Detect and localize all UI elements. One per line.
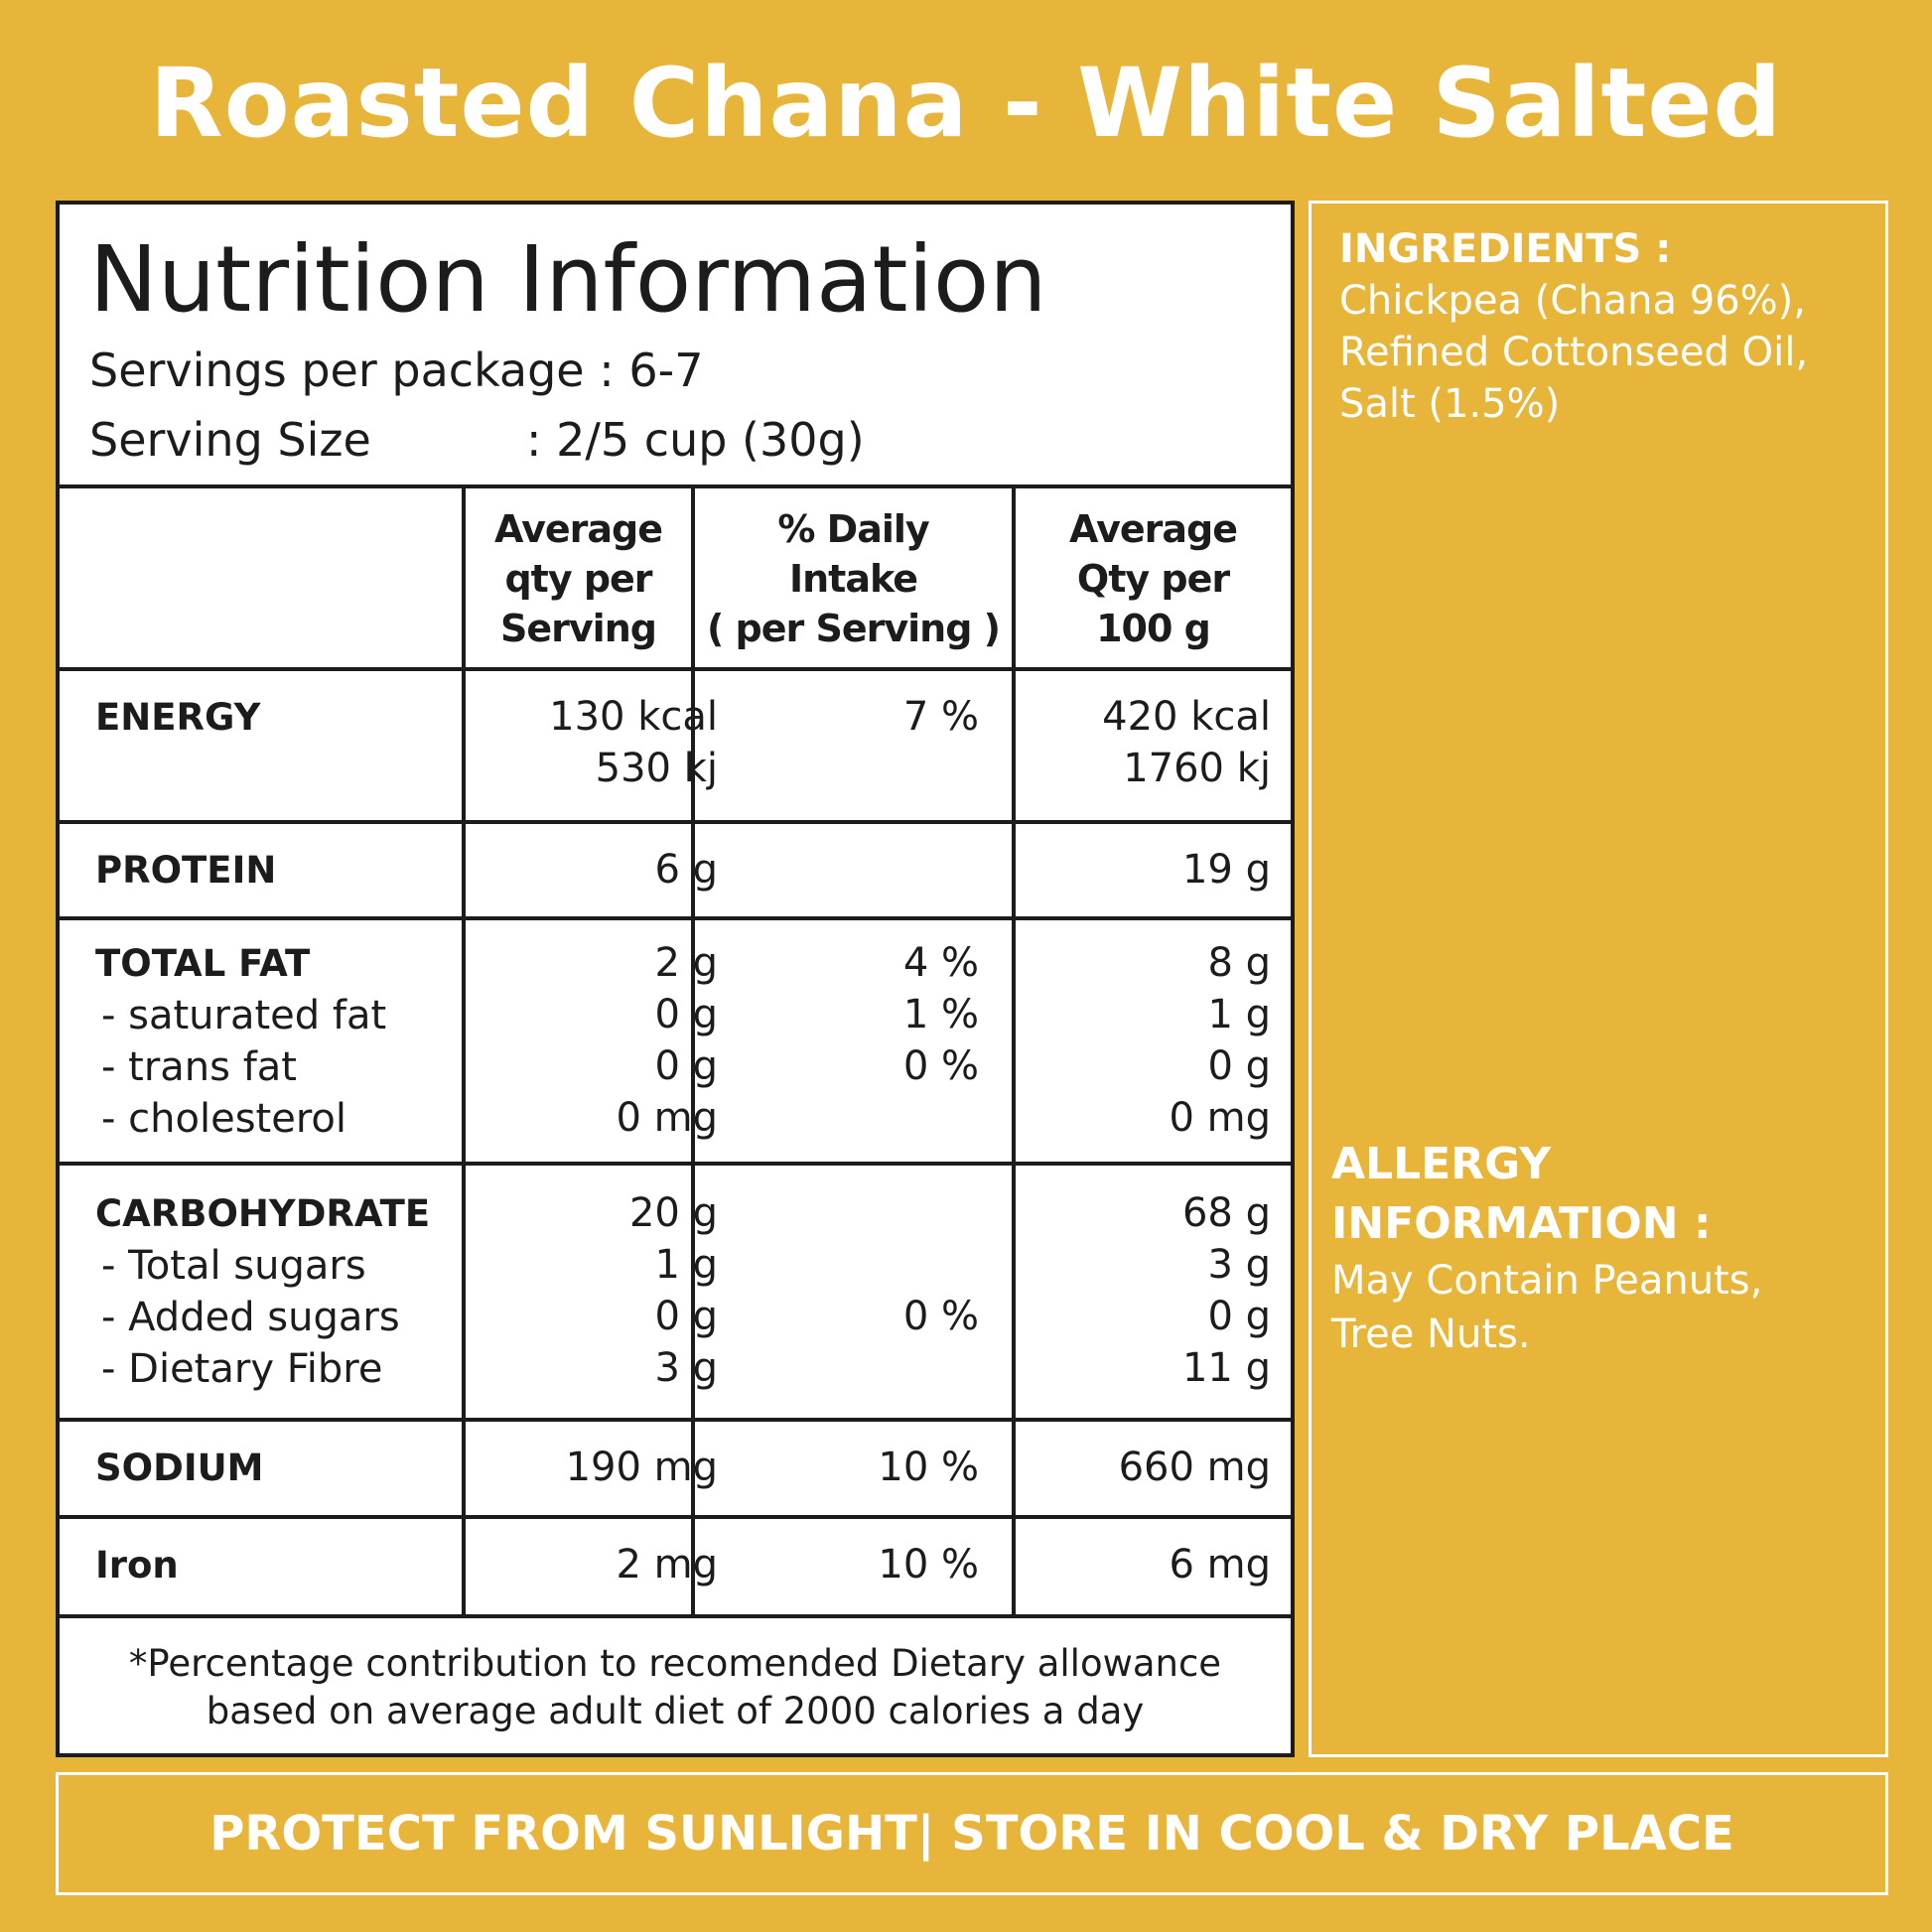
servings-per-package: Servings per package : 6-7 (89, 336, 1047, 405)
divider (60, 1162, 1291, 1166)
divider (60, 1614, 1291, 1618)
row-label-total-fat: TOTAL FAT - saturated fat - trans fat - … (95, 937, 386, 1145)
nutrient-name: PROTEIN (95, 849, 277, 892)
column-divider (691, 484, 695, 1618)
nutrition-panel: Nutrition Information Servings per packa… (56, 201, 1295, 1757)
carb-daily: 0 % (902, 1294, 979, 1339)
storage-instructions: PROTECT FROM SUNLIGHT| STORE IN COOL & D… (56, 1772, 1888, 1895)
nutrient-name: SODIUM (95, 1447, 264, 1489)
iron-daily: 10 % (878, 1542, 979, 1587)
sub-nutrient: - trans fat (101, 1044, 297, 1090)
column-header-serving: Average qty per Serving (494, 507, 663, 650)
sodium-daily: 10 % (878, 1445, 979, 1490)
row-label-protein: PROTEIN (95, 844, 276, 897)
energy-serving: 130 kcal 530 kj (549, 694, 718, 791)
column-header-100g: Average Qty per 100 g (1069, 507, 1238, 650)
sub-nutrient: - Dietary Fibre (101, 1346, 383, 1392)
footnote: *Percentage contribution to recomended D… (128, 1642, 1222, 1732)
nutrient-name: TOTAL FAT (95, 942, 311, 985)
column-header-daily: % Daily Intake ( per Serving ) (706, 507, 1001, 650)
sub-nutrient: - Added sugars (101, 1295, 400, 1340)
row-label-energy: ENERGY (95, 691, 260, 744)
divider (60, 820, 1291, 824)
protein-100g: 19 g (1181, 847, 1271, 893)
row-label-iron: Iron (95, 1539, 179, 1591)
iron-100g: 6 mg (1169, 1542, 1271, 1587)
fat-100g: 8 g 1 g 0 g 0 mg (1169, 940, 1271, 1141)
allergy-text: May Contain Peanuts, Tree Nuts. (1331, 1258, 1763, 1357)
ingredients-text: Chickpea (Chana 96%), Refined Cottonseed… (1339, 278, 1809, 427)
sub-nutrient: - Total sugars (101, 1243, 366, 1289)
column-divider (1012, 484, 1016, 1618)
divider (60, 667, 1291, 671)
ingredients-block: INGREDIENTS : Chickpea (Chana 96%), Refi… (1339, 223, 1808, 430)
product-title: Roasted Chana - White Salted (149, 48, 1783, 159)
allergy-title: ALLERGY INFORMATION : (1331, 1139, 1712, 1249)
divider (60, 1418, 1291, 1422)
divider (60, 1515, 1291, 1519)
carb-serving: 20 g 1 g 0 g 3 g (628, 1190, 718, 1391)
nutrient-name: Iron (95, 1544, 179, 1587)
divider (60, 916, 1291, 920)
sodium-100g: 660 mg (1118, 1445, 1271, 1490)
serving-size-label: Serving Size (89, 413, 371, 467)
nutrient-name: ENERGY (95, 696, 261, 739)
iron-serving: 2 mg (616, 1542, 718, 1587)
nutrition-header: Nutrition Information Servings per packa… (89, 224, 1047, 475)
energy-daily: 7 % (902, 694, 979, 740)
nutrient-name: CARBOHYDRATE (95, 1192, 431, 1235)
energy-100g: 420 kcal 1760 kj (1102, 694, 1271, 791)
serving-size-value: : 2/5 cup (30g) (526, 413, 865, 467)
allergy-block: ALLERGY INFORMATION : May Contain Peanut… (1331, 1135, 1762, 1361)
servings-value: : 6-7 (599, 344, 704, 397)
carb-100g: 68 g 3 g 0 g 11 g (1181, 1190, 1271, 1391)
ingredients-title: INGREDIENTS : (1339, 226, 1672, 272)
column-divider (462, 484, 466, 1618)
nutrition-heading: Nutrition Information (89, 226, 1047, 333)
row-label-carbohydrate: CARBOHYDRATE - Total sugars - Added suga… (95, 1187, 430, 1395)
sub-nutrient: - saturated fat (101, 993, 387, 1038)
fat-daily: 4 % 1 % 0 % (902, 940, 979, 1089)
servings-label: Servings per package (89, 344, 585, 397)
fat-serving: 2 g 0 g 0 g 0 mg (616, 940, 718, 1141)
protein-serving: 6 g (654, 847, 718, 893)
ingredients-panel: INGREDIENTS : Chickpea (Chana 96%), Refi… (1309, 201, 1888, 1757)
serving-size: Serving Size : 2/5 cup (30g) (89, 405, 1047, 475)
divider (60, 484, 1291, 488)
sodium-serving: 190 mg (565, 1445, 718, 1490)
row-label-sodium: SODIUM (95, 1442, 263, 1494)
sub-nutrient: - cholesterol (101, 1096, 346, 1142)
